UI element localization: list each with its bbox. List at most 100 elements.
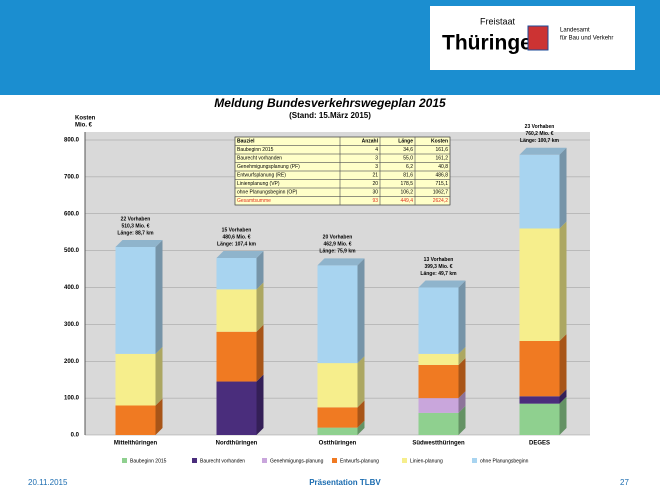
bar-segment bbox=[418, 398, 459, 413]
bar-side bbox=[357, 400, 365, 428]
bar-segment bbox=[317, 363, 358, 408]
bar-label: 23 Vorhaben bbox=[525, 124, 555, 130]
bar-segment bbox=[317, 407, 358, 428]
bar-label: 22 Vorhaben bbox=[121, 216, 151, 222]
bar-segment bbox=[519, 340, 560, 397]
bar-label: 462,9 Mio. € bbox=[323, 242, 351, 248]
y-tick-label: 300.0 bbox=[64, 322, 80, 328]
bar-top bbox=[317, 258, 365, 266]
y-label: Mio. € bbox=[75, 123, 93, 129]
bar-side bbox=[458, 346, 466, 365]
table-text: Baurecht vorhanden bbox=[237, 156, 282, 162]
bar-label: Länge: 75,9 km bbox=[319, 249, 356, 255]
bar-side bbox=[155, 398, 163, 435]
bar-side bbox=[357, 356, 365, 408]
table-text: 178,5 bbox=[400, 181, 413, 187]
table-text: 1062,7 bbox=[433, 190, 449, 196]
bar-side bbox=[559, 396, 567, 435]
table-text: 106,2 bbox=[400, 190, 413, 196]
bar-side bbox=[458, 357, 466, 399]
chart-title: Meldung Bundesverkehrswegeplan 2015 bbox=[214, 96, 446, 110]
table-text: Linienplanung (VP) bbox=[237, 181, 280, 187]
bar-segment bbox=[216, 381, 257, 435]
legend-swatch bbox=[472, 458, 477, 463]
table-text: Genehmigungsplanung (PF) bbox=[237, 164, 300, 170]
footer-title: Präsentation TLBV bbox=[309, 478, 381, 487]
footer-date: 20.11.2015 bbox=[28, 478, 68, 487]
bar-label: 13 Vorhaben bbox=[424, 257, 454, 263]
bar-segment bbox=[418, 412, 459, 435]
table-text: 161,6 bbox=[435, 147, 448, 153]
y-tick-label: 500.0 bbox=[64, 248, 80, 254]
legend-label: Baurecht vorhanden bbox=[200, 458, 245, 464]
bar-label: Länge: 88,7 km bbox=[117, 230, 154, 236]
bar-segment bbox=[115, 353, 156, 406]
table-text: 21 bbox=[372, 173, 378, 179]
legend-label: Baubeginn 2015 bbox=[130, 458, 167, 464]
bar-segment bbox=[115, 405, 156, 435]
table-text: 93 bbox=[372, 198, 378, 204]
y-tick-label: 200.0 bbox=[64, 359, 80, 365]
table-text: 2624,2 bbox=[433, 198, 449, 204]
bar-side bbox=[155, 239, 163, 354]
legend-swatch bbox=[192, 458, 197, 463]
legend-swatch bbox=[402, 458, 407, 463]
bar-side bbox=[256, 324, 264, 382]
bar-top bbox=[519, 147, 567, 155]
table-text: 449,4 bbox=[400, 198, 413, 204]
office: Landesamt bbox=[560, 28, 590, 34]
x-tick-label: DEGES bbox=[529, 441, 550, 447]
bar-side bbox=[559, 147, 567, 229]
table-text: 3 bbox=[375, 156, 378, 162]
legend-label: ohne Planungsbeginn bbox=[480, 458, 529, 464]
table-text: ohne Planungsbeginn (OP) bbox=[237, 190, 298, 196]
table-text: 30 bbox=[372, 190, 378, 196]
table-text: 34,6 bbox=[403, 147, 413, 153]
y-tick-label: 400.0 bbox=[64, 285, 80, 291]
table-text: Baubeginn 2015 bbox=[237, 147, 274, 153]
bar-top bbox=[216, 251, 264, 258]
legend-swatch bbox=[332, 458, 337, 463]
bar-side bbox=[458, 405, 466, 435]
table-text: 6,2 bbox=[406, 164, 413, 170]
bar-label: 760,2 Mio. € bbox=[525, 131, 553, 137]
bar-segment bbox=[115, 246, 156, 354]
y-tick-label: 100.0 bbox=[64, 396, 80, 402]
office: für Bau und Verkehr bbox=[560, 36, 613, 42]
bar-label: 480,6 Mio. € bbox=[222, 234, 250, 240]
legend-label: Genehmigungs-planung bbox=[270, 458, 324, 464]
chart-subtitle: (Stand: 15.März 2015) bbox=[289, 111, 371, 120]
table-text: 20 bbox=[372, 181, 378, 187]
page-number: 27 bbox=[620, 478, 629, 487]
table-text: 3 bbox=[375, 164, 378, 170]
bar-side bbox=[155, 346, 163, 406]
x-tick-label: Nordthüringen bbox=[216, 441, 258, 447]
table-text: 55,0 bbox=[403, 156, 413, 162]
table-text: 715,1 bbox=[435, 181, 448, 187]
table-text: 4 bbox=[375, 147, 378, 153]
bar-segment bbox=[519, 154, 560, 229]
bar-top bbox=[115, 239, 163, 247]
table-text: Bauziel bbox=[237, 139, 255, 145]
bar-side bbox=[357, 420, 365, 435]
bar-side bbox=[256, 251, 264, 290]
bar-segment bbox=[418, 287, 459, 354]
y-tick-label: 0.0 bbox=[71, 433, 80, 439]
bar-label: 20 Vorhaben bbox=[323, 235, 353, 241]
bar-side bbox=[458, 391, 466, 413]
bar-label: Länge: 100,7 km bbox=[520, 138, 559, 144]
y-tick-label: 700.0 bbox=[64, 174, 80, 180]
table-text: 486,8 bbox=[435, 173, 448, 179]
table-text: Länge bbox=[398, 139, 413, 145]
table-cell bbox=[414, 196, 451, 206]
bar-label: Länge: 49,7 km bbox=[420, 271, 457, 277]
legend-label: Entwurfs-planung bbox=[340, 458, 379, 464]
legend-swatch bbox=[122, 458, 127, 463]
y-tick-label: 600.0 bbox=[64, 211, 80, 217]
y-label: Kosten bbox=[75, 116, 96, 122]
table-text: 161,2 bbox=[435, 156, 448, 162]
coat-of-arms bbox=[527, 25, 549, 51]
table-text: Entwurfsplanung (RE) bbox=[237, 173, 286, 179]
bar-side bbox=[256, 282, 264, 332]
y-tick-label: 800.0 bbox=[64, 138, 80, 144]
